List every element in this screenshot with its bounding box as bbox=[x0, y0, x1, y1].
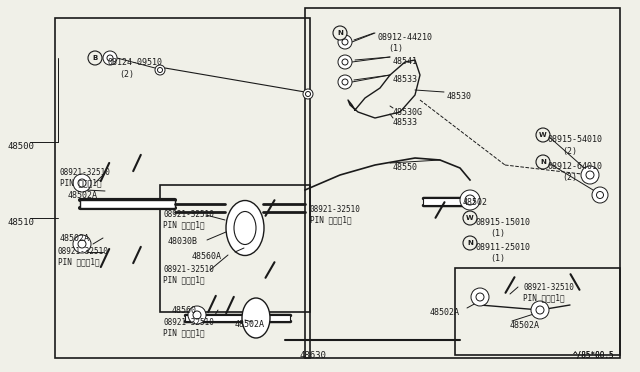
Text: 08921-32510: 08921-32510 bbox=[310, 205, 361, 214]
Circle shape bbox=[73, 174, 91, 192]
Circle shape bbox=[463, 236, 477, 250]
Circle shape bbox=[88, 51, 102, 65]
Circle shape bbox=[596, 192, 604, 199]
Circle shape bbox=[338, 55, 352, 69]
Text: 08921-32510: 08921-32510 bbox=[163, 318, 214, 327]
Text: (2): (2) bbox=[562, 173, 577, 182]
Text: 48530: 48530 bbox=[447, 92, 472, 101]
Bar bbox=[55, 18, 310, 358]
Circle shape bbox=[193, 311, 201, 319]
Text: 08921-32510: 08921-32510 bbox=[58, 247, 109, 256]
Text: 08921-32510: 08921-32510 bbox=[523, 283, 574, 292]
Circle shape bbox=[338, 75, 352, 89]
Text: ^/85*00.5: ^/85*00.5 bbox=[573, 350, 614, 359]
Text: (1): (1) bbox=[388, 44, 403, 53]
Text: PIN ピン（1）: PIN ピン（1） bbox=[163, 328, 205, 337]
Text: 48502A: 48502A bbox=[68, 191, 98, 200]
Circle shape bbox=[78, 240, 86, 248]
Text: 08921-32510: 08921-32510 bbox=[163, 210, 214, 219]
Circle shape bbox=[536, 128, 550, 142]
Text: ^/85*00.5: ^/85*00.5 bbox=[573, 350, 614, 359]
Text: W: W bbox=[466, 215, 474, 221]
Text: N: N bbox=[540, 159, 546, 165]
Text: N: N bbox=[467, 240, 473, 246]
Circle shape bbox=[460, 190, 480, 210]
Circle shape bbox=[536, 306, 544, 314]
Circle shape bbox=[107, 55, 113, 61]
Text: 48030B: 48030B bbox=[168, 237, 198, 246]
Bar bbox=[80, 200, 175, 208]
Text: 08915-54010: 08915-54010 bbox=[548, 135, 603, 144]
Text: PIN ピン（1）: PIN ピン（1） bbox=[163, 275, 205, 284]
Text: W: W bbox=[539, 132, 547, 138]
Circle shape bbox=[103, 51, 117, 65]
Text: 48560A: 48560A bbox=[192, 252, 222, 261]
Text: 08912-64010: 08912-64010 bbox=[548, 162, 603, 171]
Circle shape bbox=[155, 65, 165, 75]
Text: PIN ピン（1）: PIN ピン（1） bbox=[163, 220, 205, 229]
Text: 48533: 48533 bbox=[393, 75, 418, 84]
Text: (2): (2) bbox=[119, 70, 134, 79]
Circle shape bbox=[581, 166, 599, 184]
Text: (1): (1) bbox=[490, 229, 505, 238]
Text: 48541: 48541 bbox=[393, 57, 418, 66]
Bar bbox=[305, 8, 620, 358]
Text: 48502A: 48502A bbox=[430, 308, 460, 317]
Text: 48502A: 48502A bbox=[60, 234, 90, 243]
Text: 08124-09510: 08124-09510 bbox=[108, 58, 163, 67]
Text: 48502A: 48502A bbox=[510, 321, 540, 330]
Circle shape bbox=[188, 306, 206, 324]
Circle shape bbox=[342, 39, 348, 45]
Circle shape bbox=[333, 26, 347, 40]
Text: 08921-32510: 08921-32510 bbox=[60, 168, 111, 177]
Circle shape bbox=[592, 187, 608, 203]
Circle shape bbox=[586, 171, 594, 179]
Text: PIN ピン（1）: PIN ピン（1） bbox=[60, 178, 102, 187]
Circle shape bbox=[463, 211, 477, 225]
Circle shape bbox=[536, 155, 550, 169]
Text: 08912-44210: 08912-44210 bbox=[378, 33, 433, 42]
Text: B: B bbox=[92, 55, 98, 61]
Circle shape bbox=[342, 79, 348, 85]
Text: N: N bbox=[337, 30, 343, 36]
Ellipse shape bbox=[242, 298, 270, 338]
Text: 48502A: 48502A bbox=[235, 320, 265, 329]
Text: 08911-25010: 08911-25010 bbox=[475, 243, 530, 252]
Text: PIN ピン（1）: PIN ピン（1） bbox=[310, 215, 351, 224]
Text: 48533: 48533 bbox=[393, 118, 418, 127]
Circle shape bbox=[338, 35, 352, 49]
Text: 48550: 48550 bbox=[393, 163, 418, 172]
Text: 48560: 48560 bbox=[172, 306, 197, 315]
Circle shape bbox=[342, 59, 348, 65]
Circle shape bbox=[465, 195, 475, 205]
Circle shape bbox=[157, 67, 163, 73]
Circle shape bbox=[303, 89, 313, 99]
Bar bbox=[185, 315, 290, 321]
Text: 48500: 48500 bbox=[8, 142, 35, 151]
Text: PIN ピン（1）: PIN ピン（1） bbox=[58, 257, 100, 266]
Bar bbox=[160, 185, 310, 312]
Circle shape bbox=[476, 293, 484, 301]
Text: 48630: 48630 bbox=[300, 351, 327, 360]
Text: 08921-32510: 08921-32510 bbox=[163, 265, 214, 274]
Text: 48510: 48510 bbox=[8, 218, 35, 227]
Circle shape bbox=[73, 235, 91, 253]
Text: (1): (1) bbox=[490, 254, 505, 263]
Text: PIN ピン（1）: PIN ピン（1） bbox=[523, 293, 564, 302]
Bar bbox=[455, 268, 620, 355]
Ellipse shape bbox=[226, 201, 264, 256]
Circle shape bbox=[471, 288, 489, 306]
Text: 48502: 48502 bbox=[463, 198, 488, 207]
Circle shape bbox=[305, 92, 310, 96]
Circle shape bbox=[531, 301, 549, 319]
Text: (2): (2) bbox=[562, 147, 577, 156]
Bar bbox=[423, 198, 465, 205]
Text: 08915-15010: 08915-15010 bbox=[475, 218, 530, 227]
Circle shape bbox=[78, 179, 86, 187]
Text: 48530G: 48530G bbox=[393, 108, 423, 117]
